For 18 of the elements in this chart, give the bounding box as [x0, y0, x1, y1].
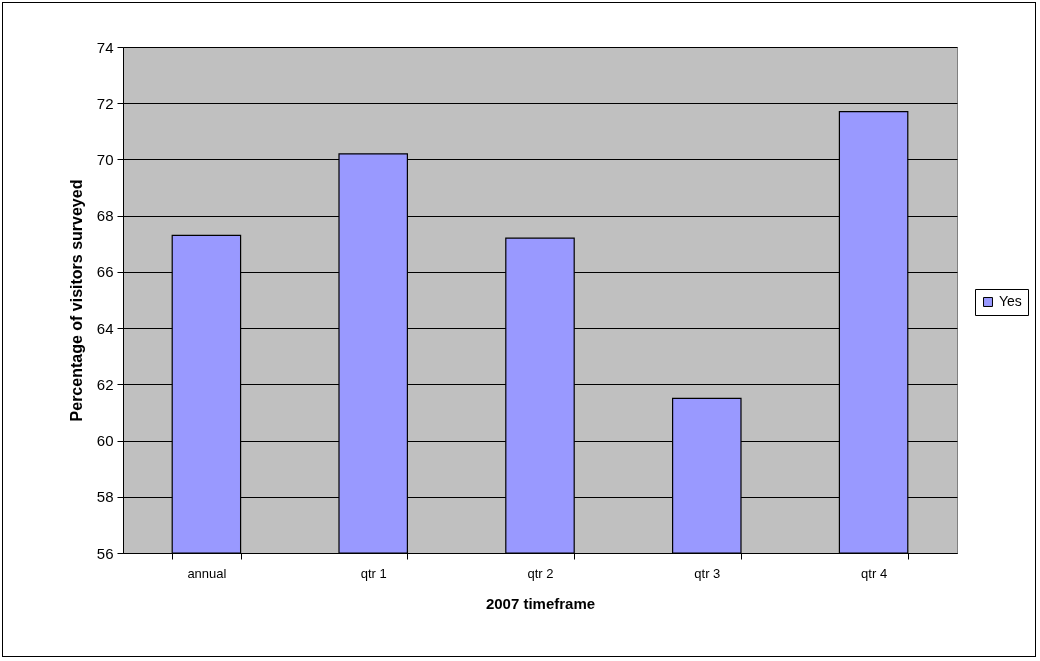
- y-tick-label: 68: [96, 207, 114, 225]
- x-tick-label: annual: [187, 565, 227, 581]
- y-axis-title: Percentage of visitors surveyed: [67, 179, 85, 422]
- x-tick-label: qtr 3: [694, 565, 721, 581]
- x-tick-label: qtr 2: [527, 565, 554, 581]
- x-tick-label: qtr 1: [360, 565, 387, 581]
- y-tick-label: 60: [96, 432, 114, 450]
- y-tick-label: 58: [96, 488, 114, 506]
- y-tick-label: 56: [96, 544, 114, 562]
- x-tick-label: qtr 4: [861, 565, 888, 581]
- legend-label: Yes: [999, 293, 1022, 309]
- y-tick-label: 72: [96, 94, 114, 112]
- y-tick-label: 66: [96, 263, 114, 281]
- y-tick-label: 70: [96, 150, 114, 168]
- y-tick-label: 74: [96, 38, 114, 56]
- x-axis-title: 2007 timeframe: [485, 594, 596, 612]
- y-tick-label: 62: [96, 375, 114, 393]
- y-tick-label: 64: [96, 319, 114, 337]
